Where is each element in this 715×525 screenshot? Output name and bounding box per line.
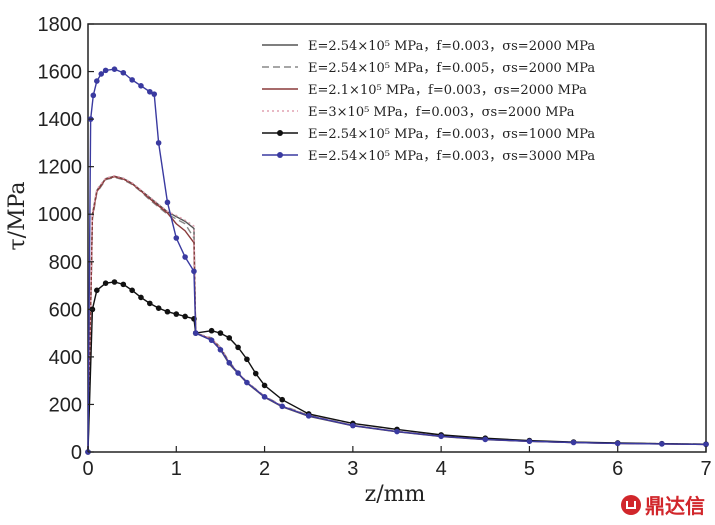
series-6-point	[235, 370, 241, 376]
series-6-point	[394, 428, 400, 435]
series-5-point	[173, 311, 180, 317]
x-axis-label: z/mm	[365, 482, 426, 507]
series-5-point	[155, 305, 162, 311]
series-5-point	[208, 327, 215, 334]
series-5-point	[252, 370, 259, 377]
series-6-point	[173, 235, 180, 241]
series-6-point	[350, 422, 356, 429]
series-6-point	[192, 330, 199, 336]
x-tick-label: 7	[700, 458, 711, 480]
series-6-point	[147, 88, 153, 95]
series-6-point	[120, 69, 127, 76]
series-6-point	[305, 413, 312, 419]
series-6-point	[226, 360, 233, 366]
series-6-point	[217, 346, 224, 353]
y-tick-label: 1400	[38, 109, 83, 131]
series-6-point	[94, 78, 100, 84]
series-6-point	[155, 140, 162, 146]
plot-border	[87, 23, 707, 453]
series-6-point	[659, 441, 665, 447]
legend-marker-5	[277, 130, 283, 136]
x-tick-label: 3	[347, 458, 358, 480]
series-6-point	[526, 438, 533, 445]
watermark-logo: 鼎达信	[621, 490, 705, 519]
series-6-point	[151, 91, 158, 97]
x-tick-label: 0	[82, 458, 93, 480]
series-5-point	[261, 382, 268, 389]
series-6-point	[90, 92, 97, 99]
watermark-text: 鼎达信	[645, 494, 705, 518]
y-tick-label: 1000	[38, 204, 83, 226]
logo-badge-icon	[621, 494, 641, 515]
ticks-layer: 0 1 2 3 4 5 6 7 0 200 400 600 800 1000 1200 1400 1600 180…	[38, 14, 712, 480]
legend-label-1: E=2.54×10⁵ MPa，f=0.003，σs=2000 MPa	[308, 39, 595, 54]
series-6-point	[614, 440, 621, 447]
series-6-point	[164, 199, 171, 206]
legend-label-2: E=2.54×10⁵ MPa，f=0.005，σs=2000 MPa	[308, 61, 595, 76]
legend-label-6: E=2.54×10⁵ MPa，f=0.003，σs=3000 MPa	[308, 149, 595, 164]
x-tick-label: 1	[171, 458, 182, 480]
series-5-point	[244, 356, 250, 363]
series-layer	[85, 66, 709, 455]
x-tick-label: 5	[524, 458, 535, 480]
y-tick-label: 400	[49, 347, 82, 369]
legend-label-3: E=2.1×10⁵ MPa，f=0.003，σs=2000 MPa	[308, 83, 587, 98]
y-tick-label: 600	[49, 299, 82, 321]
series-6-point	[279, 403, 286, 410]
y-tick-label: 200	[49, 394, 82, 416]
series-6-point	[98, 71, 105, 77]
legend-label-5: E=2.54×10⁵ MPa，f=0.003，σs=1000 MPa	[308, 127, 595, 142]
series-line-5	[87, 281, 707, 453]
series-6-point	[129, 77, 135, 83]
series-6-point	[570, 439, 577, 446]
legend-marker-6	[277, 152, 283, 158]
series-5-point	[138, 294, 144, 301]
series-6-point	[703, 441, 709, 448]
series-5-point	[129, 287, 135, 294]
series-5-point	[164, 308, 171, 315]
series-5-point	[235, 344, 241, 351]
series-5-point	[94, 287, 100, 294]
x-tick-label: 2	[259, 458, 270, 480]
series-6-point	[482, 436, 489, 443]
series-6-point	[244, 379, 250, 386]
series-6-point	[208, 337, 215, 344]
x-tick-label: 4	[436, 458, 447, 480]
series-5-point	[279, 396, 286, 403]
y-tick-label: 1200	[38, 157, 83, 179]
x-tick-label: 6	[612, 458, 623, 480]
series-5-point	[147, 300, 153, 307]
legend-label-4: E=3×10⁵ MPa，f=0.003，σs=2000 MPa	[308, 105, 575, 120]
series-line-4	[87, 174, 707, 453]
series-6-point	[261, 394, 268, 400]
series-6-point	[111, 66, 118, 72]
series-6-point	[182, 254, 188, 260]
series-6-point	[191, 268, 197, 275]
series-6-point	[438, 433, 444, 440]
legend: E=2.54×10⁵ MPa，f=0.003，σs=2000 MPa E=2.54…	[262, 39, 595, 164]
y-tick-label: 0	[71, 442, 82, 464]
series-6-point	[102, 67, 109, 74]
series-5-point	[182, 313, 188, 320]
y-axis-label: τ/MPa	[5, 181, 30, 250]
y-tick-label: 1800	[38, 14, 83, 36]
series-5-point	[111, 279, 118, 285]
series-5-point	[120, 281, 127, 288]
series-5-point	[217, 330, 224, 336]
series-5-point	[102, 280, 109, 286]
y-tick-label: 800	[49, 252, 82, 274]
y-tick-label: 1600	[38, 62, 83, 84]
series-6-point	[138, 83, 144, 89]
plot-frame	[87, 23, 707, 453]
series-5-point	[226, 335, 233, 341]
